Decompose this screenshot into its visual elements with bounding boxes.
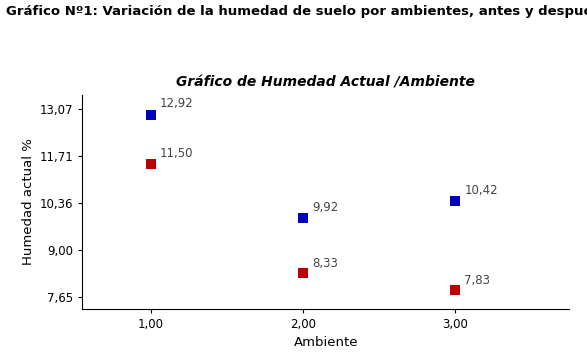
Text: 10,42: 10,42 — [464, 184, 498, 197]
X-axis label: Ambiente: Ambiente — [294, 336, 358, 350]
Point — [146, 161, 156, 167]
Title: Gráfico de Humedad Actual /Ambiente: Gráfico de Humedad Actual /Ambiente — [176, 75, 475, 89]
Point — [298, 270, 308, 276]
Point — [450, 198, 460, 204]
Text: 12,92: 12,92 — [160, 97, 194, 111]
Text: 11,50: 11,50 — [160, 147, 193, 160]
Y-axis label: Humedad actual %: Humedad actual % — [22, 138, 35, 265]
Text: Gráfico Nº1: Variación de la humedad de suelo por ambientes, antes y después del: Gráfico Nº1: Variación de la humedad de … — [6, 5, 587, 18]
Text: 7,83: 7,83 — [464, 274, 490, 287]
Text: 9,92: 9,92 — [312, 201, 338, 214]
Point — [298, 215, 308, 221]
Point — [450, 288, 460, 293]
Point — [146, 112, 156, 117]
Text: 8,33: 8,33 — [312, 257, 338, 270]
